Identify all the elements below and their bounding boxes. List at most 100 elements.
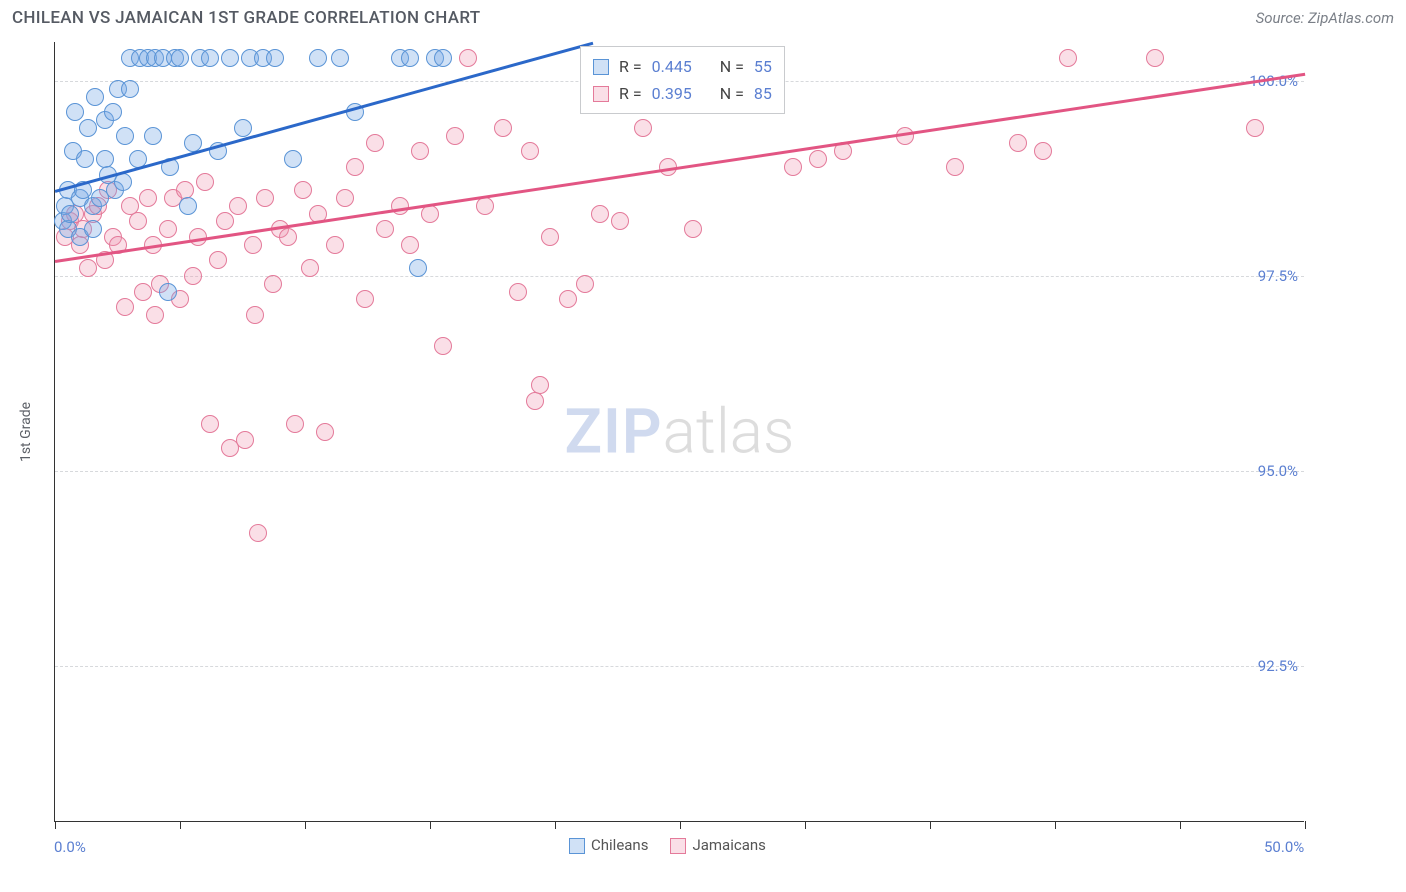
chileans-marker (201, 49, 219, 67)
x-tick (1180, 821, 1181, 829)
x-tick (1055, 821, 1056, 829)
chileans-marker (104, 103, 122, 121)
jamaicans-marker (236, 431, 254, 449)
chileans-marker (309, 49, 327, 67)
legend-swatch-icon (670, 838, 686, 854)
stats-row: R = 0.395 N = 85 (593, 80, 772, 107)
legend-item: Jamaicans (670, 836, 765, 854)
jamaicans-marker (809, 150, 827, 168)
y-tick-label: 97.5% (1258, 267, 1298, 285)
jamaicans-marker (346, 158, 364, 176)
y-tick-label: 92.5% (1258, 657, 1298, 675)
jamaicans-marker (521, 142, 539, 160)
jamaicans-marker (576, 275, 594, 293)
gridline (55, 666, 1304, 667)
stat-n-value: 55 (754, 53, 772, 80)
jamaicans-marker (591, 205, 609, 223)
gridline (55, 471, 1304, 472)
jamaicans-marker (249, 524, 267, 542)
jamaicans-marker (216, 212, 234, 230)
jamaicans-marker (326, 236, 344, 254)
jamaicans-marker (559, 290, 577, 308)
jamaicans-marker (1146, 49, 1164, 67)
stat-r-label: R = (619, 80, 642, 107)
chileans-marker (266, 49, 284, 67)
y-tick-label: 95.0% (1258, 462, 1298, 480)
jamaicans-marker (146, 306, 164, 324)
jamaicans-marker (139, 189, 157, 207)
x-tick (180, 821, 181, 829)
jamaicans-marker (1009, 134, 1027, 152)
x-axis-max-label: 50.0% (1264, 838, 1304, 856)
chileans-marker (144, 127, 162, 145)
jamaicans-marker (1034, 142, 1052, 160)
jamaicans-marker (301, 259, 319, 277)
jamaicans-marker (684, 220, 702, 238)
stats-legend: R = 0.445 N = 55R = 0.395 N = 85 (580, 46, 785, 114)
stat-r-label: R = (619, 53, 642, 80)
chileans-marker (84, 220, 102, 238)
y-axis-label: 1st Grade (18, 402, 34, 462)
jamaicans-marker (159, 220, 177, 238)
jamaicans-marker (526, 392, 544, 410)
x-axis-min-label: 0.0% (54, 838, 86, 856)
jamaicans-marker (611, 212, 629, 230)
gridline (55, 276, 1304, 277)
jamaicans-marker (294, 181, 312, 199)
jamaicans-marker (256, 189, 274, 207)
x-tick (1305, 821, 1306, 829)
jamaicans-marker (494, 119, 512, 137)
jamaicans-marker (376, 220, 394, 238)
legend-swatch-icon (593, 86, 609, 102)
jamaicans-marker (116, 298, 134, 316)
legend-bottom: Chileans Jamaicans (569, 836, 766, 854)
legend-label: Chileans (591, 836, 648, 854)
jamaicans-marker (201, 415, 219, 433)
chileans-marker (79, 119, 97, 137)
jamaicans-marker (286, 415, 304, 433)
stat-r-value: 0.395 (652, 80, 692, 107)
chileans-marker (61, 205, 79, 223)
chart-source: Source: ZipAtlas.com (1256, 9, 1394, 27)
watermark: ZIPatlas (565, 395, 795, 468)
jamaicans-marker (531, 376, 549, 394)
chileans-marker (76, 150, 94, 168)
jamaicans-marker (129, 212, 147, 230)
jamaicans-marker (134, 283, 152, 301)
x-tick (805, 821, 806, 829)
chileans-marker (86, 88, 104, 106)
legend-item: Chileans (569, 836, 648, 854)
chart-header: CHILEAN VS JAMAICAN 1ST GRADE CORRELATIO… (0, 0, 1406, 42)
chileans-marker (221, 49, 239, 67)
chileans-marker (234, 119, 252, 137)
stats-row: R = 0.445 N = 55 (593, 53, 772, 80)
jamaicans-marker (229, 197, 247, 215)
jamaicans-marker (196, 173, 214, 191)
chileans-marker (284, 150, 302, 168)
x-tick (430, 821, 431, 829)
jamaicans-marker (366, 134, 384, 152)
x-tick (55, 821, 56, 829)
jamaicans-marker (434, 337, 452, 355)
jamaicans-marker (356, 290, 374, 308)
chileans-marker (409, 259, 427, 277)
jamaicans-marker (509, 283, 527, 301)
x-tick (305, 821, 306, 829)
jamaicans-marker (946, 158, 964, 176)
jamaicans-marker (1059, 49, 1077, 67)
stat-n-value: 85 (754, 80, 772, 107)
chileans-marker (401, 49, 419, 67)
chileans-marker (116, 127, 134, 145)
chileans-marker (159, 283, 177, 301)
x-tick (930, 821, 931, 829)
chileans-marker (66, 103, 84, 121)
chileans-marker (331, 49, 349, 67)
jamaicans-marker (784, 158, 802, 176)
jamaicans-marker (391, 197, 409, 215)
jamaicans-marker (459, 49, 477, 67)
chart-container: 100.0%97.5%95.0%92.5%ZIPatlasR = 0.445 N… (12, 42, 1394, 888)
jamaicans-marker (411, 142, 429, 160)
jamaicans-marker (264, 275, 282, 293)
legend-swatch-icon (569, 838, 585, 854)
stat-n-label: N = (720, 53, 744, 80)
